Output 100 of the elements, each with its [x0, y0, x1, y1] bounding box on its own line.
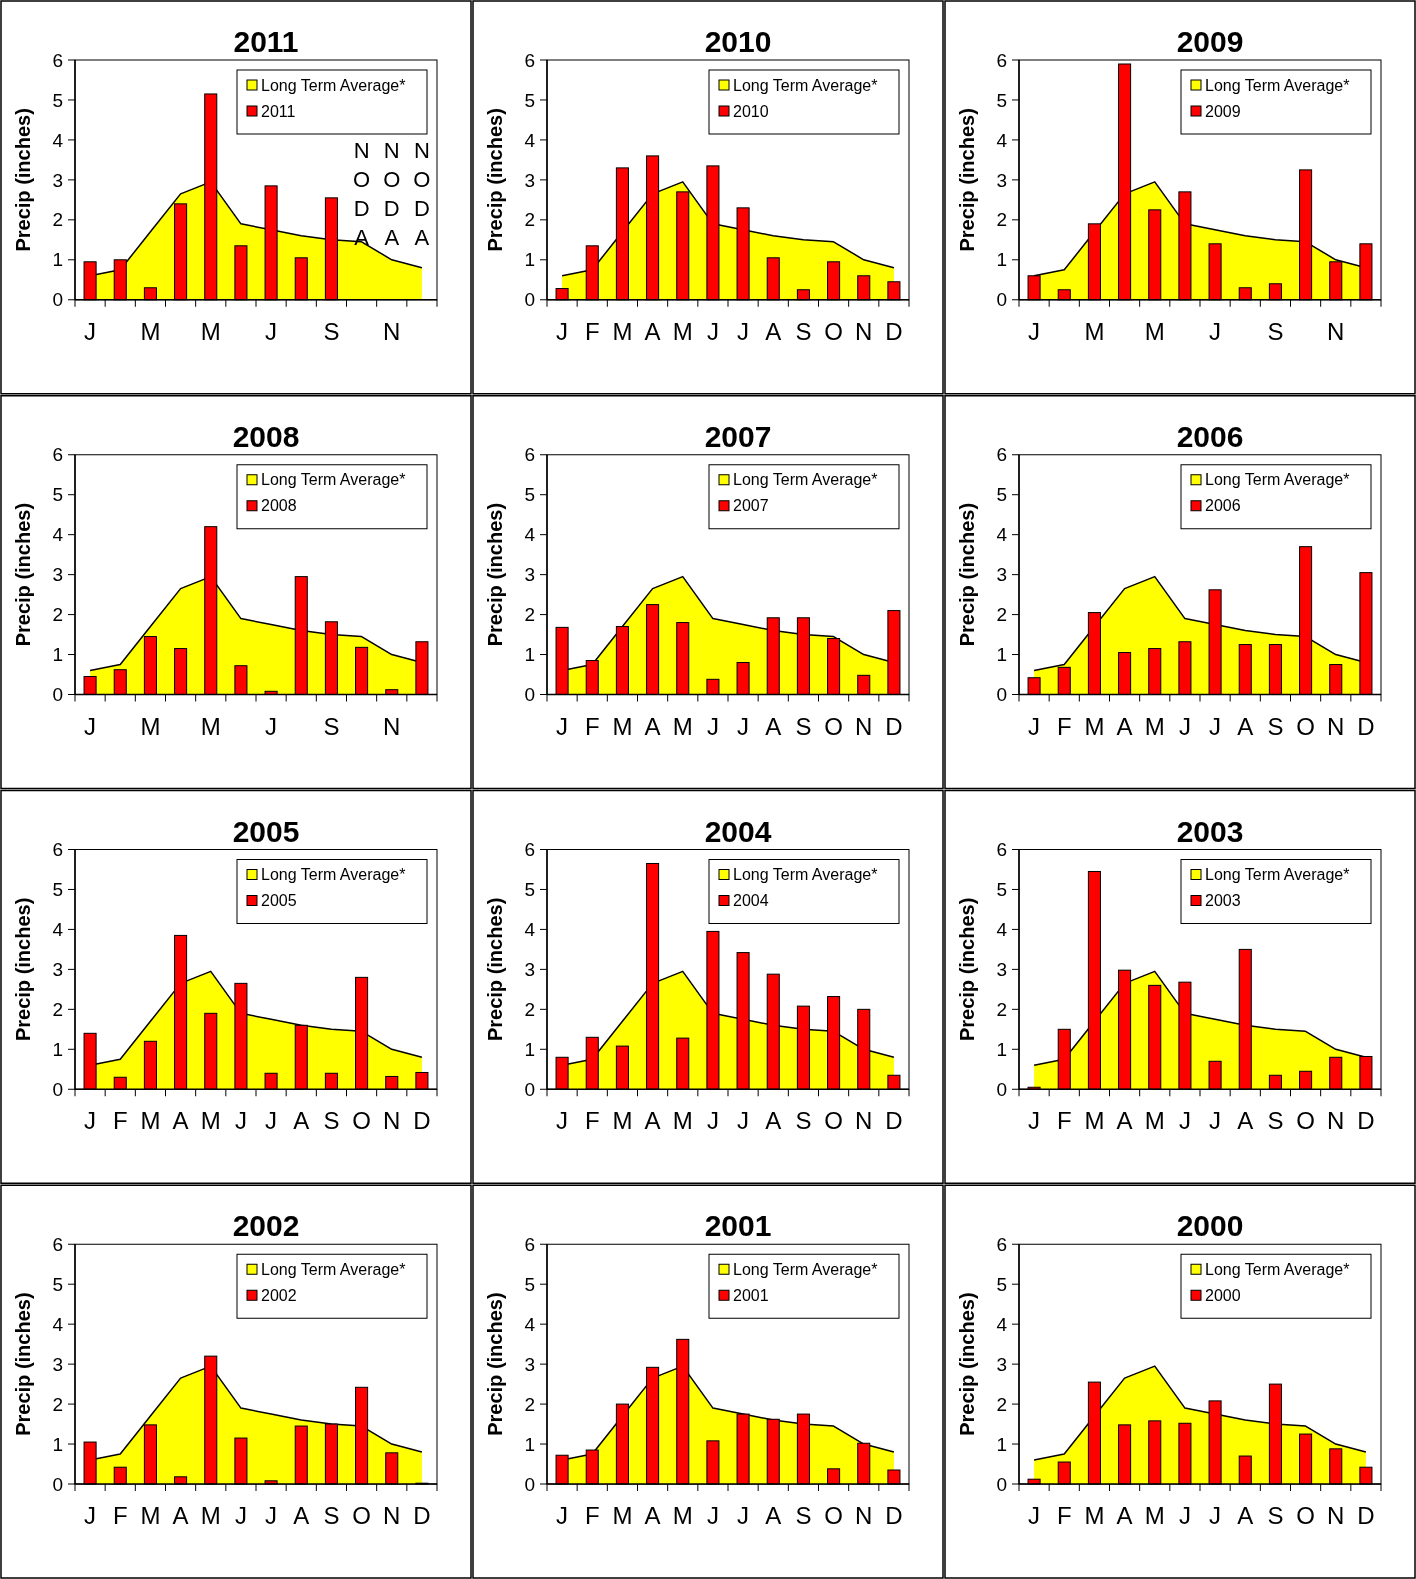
x-tick-label: F	[584, 317, 600, 345]
x-tick-label: M	[1144, 712, 1165, 740]
legend-label: Long Term Average*	[733, 1260, 878, 1278]
y-axis-title: Precip (inches)	[12, 897, 34, 1042]
x-tick-label: N	[1327, 317, 1345, 345]
x-tick-label: J	[84, 712, 97, 740]
x-tick-label: M	[200, 1502, 221, 1529]
x-tick-label: D	[1357, 712, 1375, 740]
legend-label: Long Term Average*	[261, 471, 406, 489]
x-tick-label: A	[172, 1502, 189, 1529]
y-axis-title: Precip (inches)	[484, 502, 506, 647]
y-tick-label: 4	[52, 129, 64, 151]
y-axis-title: Precip (inches)	[484, 897, 506, 1042]
x-tick-label: N	[1327, 712, 1345, 740]
y-tick-label: 6	[52, 444, 63, 466]
x-tick-label: D	[885, 1502, 903, 1529]
y-tick-label: 1	[52, 249, 63, 271]
y-tick-label: 4	[52, 919, 64, 941]
x-tick-label: J	[1209, 1502, 1222, 1529]
x-tick-label: J	[84, 1502, 97, 1529]
x-tick-label: M	[1084, 1502, 1105, 1529]
x-tick-label: N	[383, 1107, 401, 1135]
y-tick-label: 3	[996, 959, 1007, 981]
x-tick-label: J	[265, 1502, 278, 1529]
y-tick-label: 0	[996, 1473, 1007, 1495]
y-tick-label: 4	[52, 1313, 64, 1335]
x-tick-label: D	[885, 317, 903, 345]
y-tick-label: 3	[524, 564, 535, 586]
x-tick-label: J	[84, 1107, 97, 1135]
y-tick-label: 2	[996, 998, 1007, 1020]
chart-title: 2000	[1176, 1209, 1244, 1243]
x-tick-label: A	[1116, 1502, 1133, 1529]
x-tick-label: M	[1144, 1107, 1165, 1135]
y-tick-label: 2	[996, 1393, 1007, 1415]
y-tick-label: 0	[52, 684, 63, 706]
x-tick-label: J	[84, 317, 97, 345]
x-tick-label: J	[1028, 712, 1041, 740]
y-axis-title: Precip (inches)	[12, 1292, 34, 1436]
x-tick-label: S	[795, 1107, 812, 1135]
x-tick-label: N	[1327, 1107, 1345, 1135]
x-tick-label: F	[1056, 712, 1072, 740]
legend-label: Long Term Average*	[733, 76, 878, 94]
x-tick-label: J	[737, 317, 750, 345]
y-tick-label: 4	[524, 1313, 536, 1335]
x-tick-label: A	[644, 1502, 661, 1529]
y-tick-label: 2	[52, 998, 63, 1020]
legend-label: Long Term Average*	[1205, 471, 1350, 489]
x-tick-label: S	[323, 1502, 340, 1529]
legend-label: 2000	[1205, 1286, 1241, 1304]
x-tick-label: M	[612, 712, 633, 740]
y-tick-label: 0	[524, 1078, 535, 1100]
x-tick-label: M	[672, 1107, 693, 1135]
x-tick-label: D	[413, 1107, 431, 1135]
y-tick-label: 1	[996, 249, 1007, 271]
y-tick-label: 5	[524, 484, 535, 506]
x-tick-label: J	[1028, 1107, 1041, 1135]
x-tick-label: A	[293, 1107, 310, 1135]
chart-title: 2006	[1176, 419, 1244, 453]
y-tick-label: 3	[524, 959, 535, 981]
x-tick-label: A	[644, 712, 661, 740]
y-tick-label: 4	[996, 919, 1008, 941]
x-tick-label: A	[1237, 712, 1254, 740]
x-tick-label: J	[234, 1502, 247, 1529]
legend-label: 2011	[261, 102, 296, 120]
x-tick-label: M	[140, 317, 161, 345]
x-tick-label: M	[672, 1502, 693, 1529]
y-tick-label: 0	[524, 684, 535, 706]
x-tick-label: S	[795, 712, 812, 740]
x-tick-label: N	[855, 317, 873, 345]
y-tick-label: 3	[524, 1353, 535, 1375]
x-tick-label: J	[556, 317, 569, 345]
x-tick-label: J	[234, 1107, 247, 1135]
y-tick-label: 3	[996, 564, 1007, 586]
x-tick-label: J	[737, 712, 750, 740]
x-tick-label: S	[323, 317, 340, 345]
y-tick-label: 2	[52, 209, 63, 231]
legend-label: 2002	[261, 1286, 297, 1304]
legend-label: 2006	[1205, 497, 1241, 515]
x-tick-label: J	[265, 712, 278, 740]
x-tick-label: J	[1209, 1107, 1222, 1135]
y-tick-label: 4	[524, 129, 536, 151]
y-tick-label: 5	[996, 1273, 1007, 1295]
y-tick-label: 3	[52, 564, 63, 586]
y-tick-label: 4	[524, 524, 536, 546]
x-tick-label: M	[672, 712, 693, 740]
chart-title: 2002	[232, 1209, 300, 1243]
x-tick-label: F	[112, 1107, 128, 1135]
chart-title: 2011	[233, 25, 299, 58]
y-tick-label: 0	[996, 289, 1007, 311]
x-tick-label: F	[112, 1502, 128, 1529]
y-tick-label: 4	[52, 524, 64, 546]
y-tick-label: 3	[524, 169, 535, 191]
y-tick-label: 5	[52, 879, 63, 901]
y-tick-label: 6	[52, 839, 63, 861]
x-tick-label: S	[323, 712, 340, 740]
x-tick-label: J	[706, 1502, 719, 1529]
legend-label: 2003	[1205, 892, 1241, 910]
x-tick-label: M	[200, 712, 221, 740]
y-tick-label: 2	[524, 604, 535, 626]
x-tick-label: D	[885, 1107, 903, 1135]
